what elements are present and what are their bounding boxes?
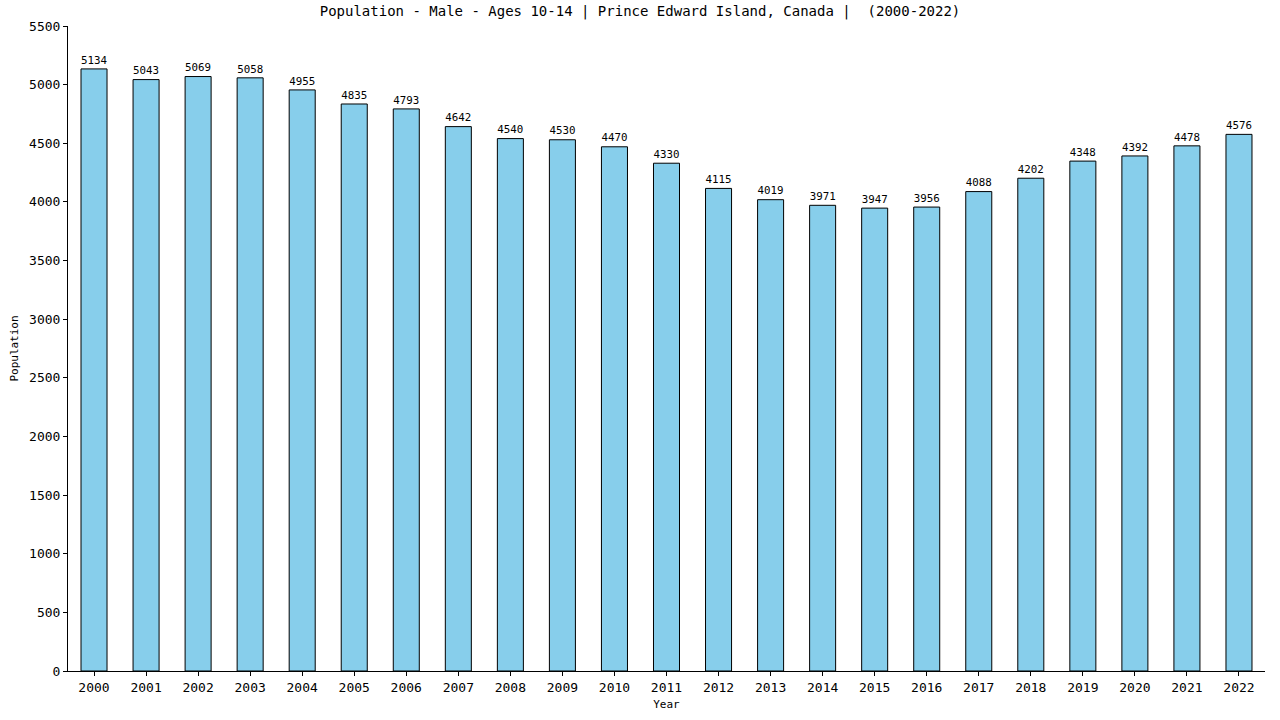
svg-text:2003: 2003 [234,680,265,695]
svg-text:2004: 2004 [287,680,318,695]
svg-text:4348: 4348 [1070,146,1096,159]
svg-text:2001: 2001 [130,680,161,695]
svg-text:2017: 2017 [963,680,994,695]
svg-text:2010: 2010 [599,680,630,695]
svg-text:Population - Male - Ages 10-14: Population - Male - Ages 10-14 | Prince … [320,3,961,20]
svg-text:4955: 4955 [289,75,315,88]
svg-text:4019: 4019 [758,184,784,197]
svg-text:2021: 2021 [1171,680,1202,695]
svg-text:2012: 2012 [703,680,734,695]
svg-text:4088: 4088 [966,176,992,189]
svg-text:4576: 4576 [1226,119,1252,132]
svg-text:2020: 2020 [1119,680,1150,695]
svg-text:2002: 2002 [182,680,213,695]
svg-text:3000: 3000 [29,312,60,327]
svg-text:5058: 5058 [237,63,263,76]
svg-text:3971: 3971 [810,190,836,203]
svg-text:3956: 3956 [914,192,940,205]
svg-text:2016: 2016 [911,680,942,695]
svg-text:2018: 2018 [1015,680,1046,695]
svg-text:4540: 4540 [497,123,523,136]
svg-text:2000: 2000 [78,680,109,695]
svg-text:5043: 5043 [133,64,159,77]
svg-text:5500: 5500 [29,19,60,34]
svg-text:3947: 3947 [862,193,888,206]
svg-text:2019: 2019 [1067,680,1098,695]
svg-text:0: 0 [53,664,61,679]
svg-text:2011: 2011 [651,680,682,695]
svg-text:2014: 2014 [807,680,838,695]
svg-text:1500: 1500 [29,488,60,503]
svg-text:Year: Year [653,698,680,711]
svg-text:2005: 2005 [339,680,370,695]
svg-text:2013: 2013 [755,680,786,695]
svg-text:4330: 4330 [653,148,679,161]
svg-text:4202: 4202 [1018,163,1044,176]
svg-text:4392: 4392 [1122,141,1148,154]
svg-text:4478: 4478 [1174,131,1200,144]
svg-text:2000: 2000 [29,429,60,444]
svg-text:4835: 4835 [341,89,367,102]
svg-text:2008: 2008 [495,680,526,695]
svg-text:500: 500 [37,605,60,620]
svg-text:4470: 4470 [601,131,627,144]
svg-text:4793: 4793 [393,94,419,107]
svg-text:5000: 5000 [29,77,60,92]
svg-text:5134: 5134 [81,54,107,67]
svg-text:4500: 4500 [29,136,60,151]
svg-text:2009: 2009 [547,680,578,695]
svg-text:2500: 2500 [29,370,60,385]
svg-text:2015: 2015 [859,680,890,695]
svg-text:5069: 5069 [185,61,211,74]
svg-text:Population: Population [8,315,21,381]
svg-text:2006: 2006 [391,680,422,695]
svg-text:4530: 4530 [549,124,575,137]
svg-text:4115: 4115 [706,173,732,186]
svg-text:3500: 3500 [29,253,60,268]
svg-text:4000: 4000 [29,194,60,209]
svg-text:2022: 2022 [1223,680,1254,695]
svg-text:1000: 1000 [29,546,60,561]
svg-text:2007: 2007 [443,680,474,695]
svg-text:4642: 4642 [445,111,471,124]
